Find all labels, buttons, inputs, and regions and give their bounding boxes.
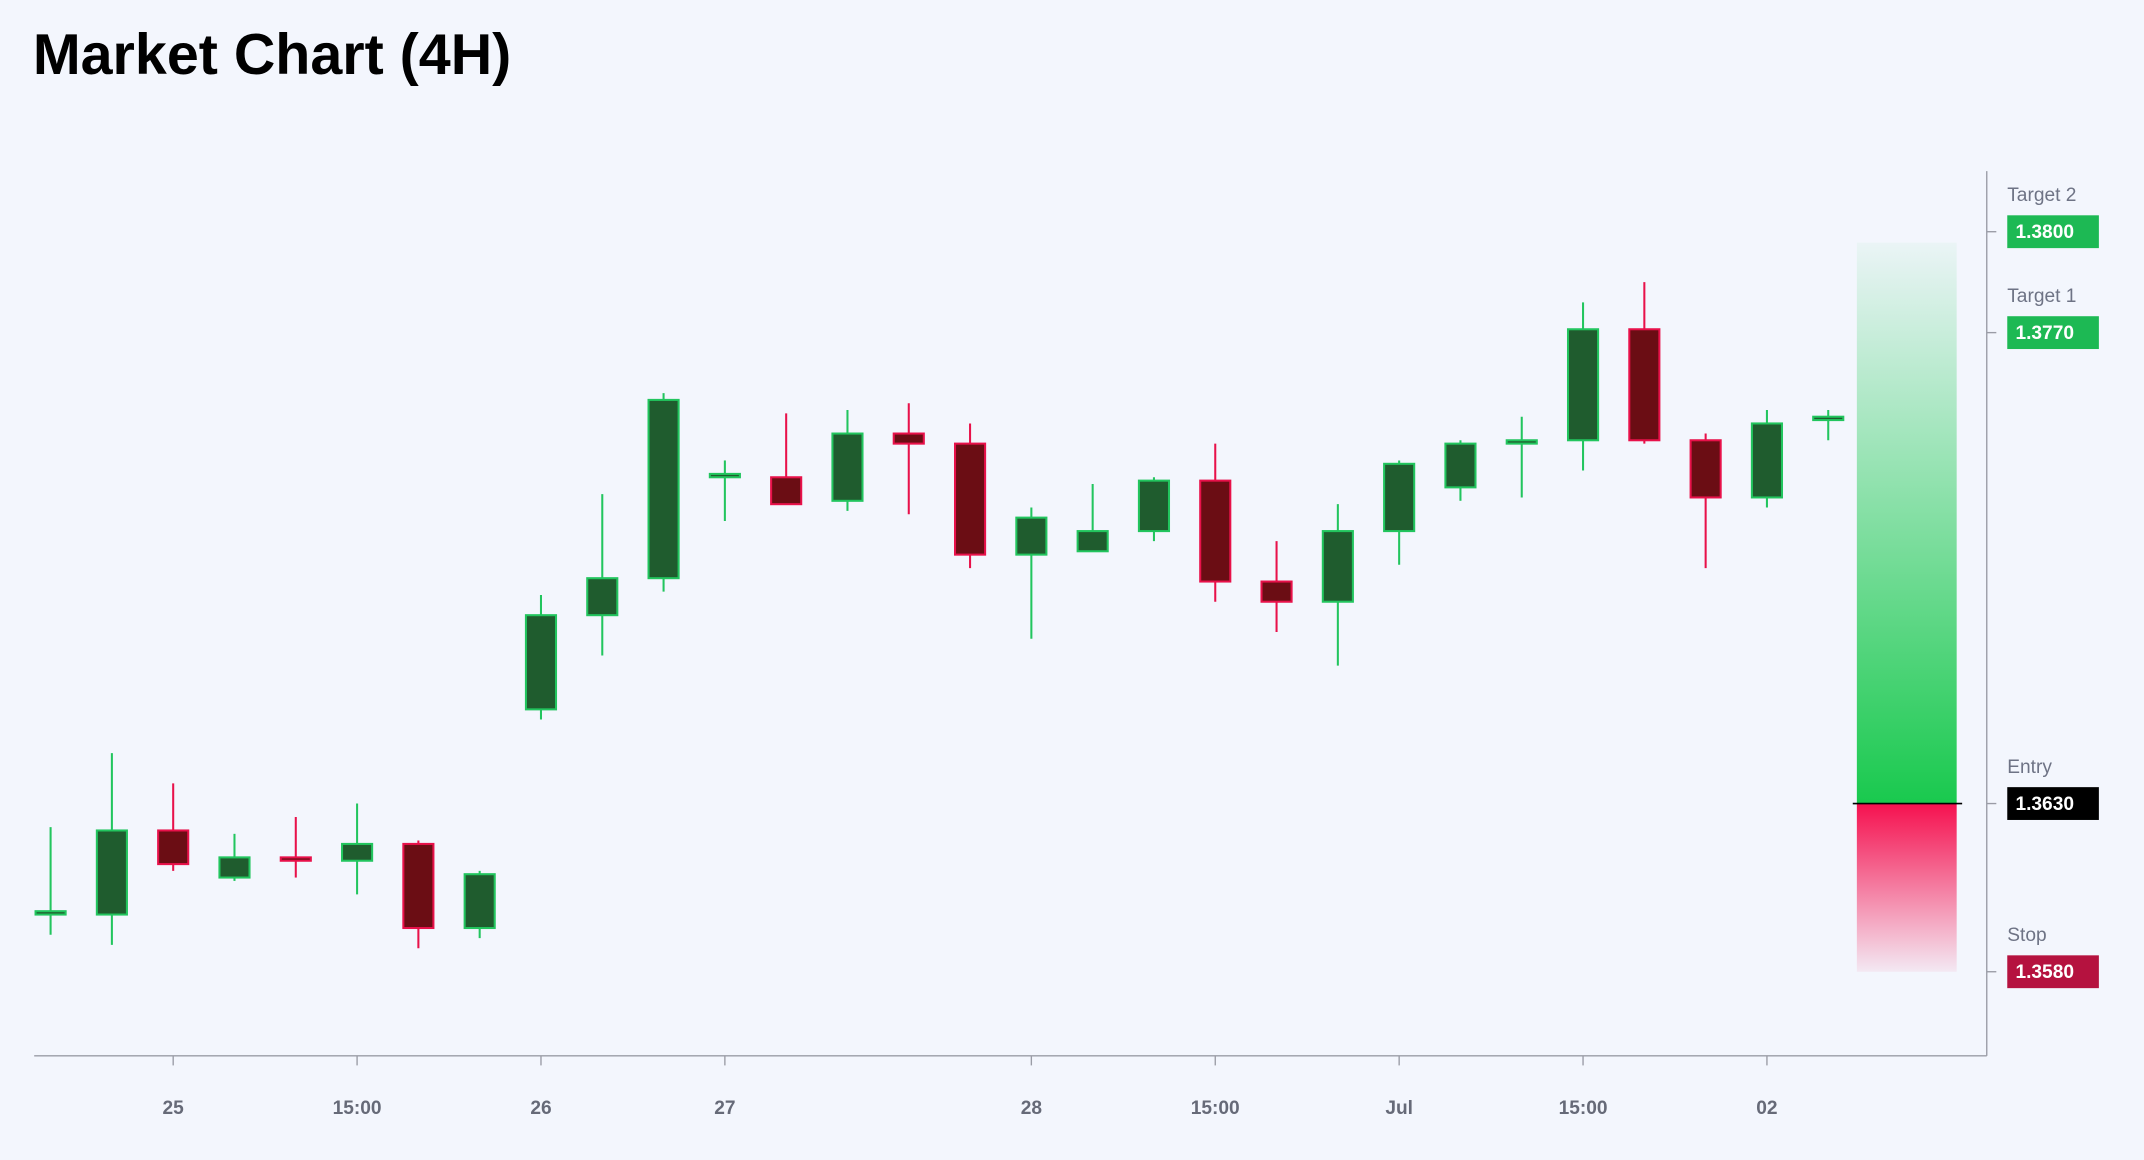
candle-body (402, 842, 435, 930)
candle-body (892, 432, 925, 445)
candle-body (831, 432, 864, 502)
candle-body (1812, 415, 1845, 422)
candle-body (1628, 328, 1661, 442)
candle-body (463, 873, 496, 930)
candle-body (1199, 479, 1232, 583)
candle-body (770, 476, 803, 506)
candle-body (1505, 439, 1538, 445)
x-tick-label: 26 (530, 1098, 551, 1119)
candle-body (1566, 328, 1600, 442)
level-name: Target 2 (2007, 185, 2076, 206)
candle-body (708, 472, 741, 479)
level-name: Entry (2007, 757, 2052, 778)
level-badge (2007, 955, 2099, 989)
candle-body (524, 614, 558, 711)
candle-body (157, 829, 190, 866)
candle-body (1321, 530, 1354, 603)
candle-body (1015, 516, 1048, 556)
x-tick-label: 02 (1756, 1098, 1777, 1119)
candle-body (1750, 422, 1784, 499)
level-value: 1.3770 (2015, 323, 2073, 344)
x-tick-label: Jul (1385, 1098, 1413, 1119)
level-badge (2007, 215, 2099, 249)
candle-body (1444, 442, 1477, 489)
candle-body (953, 442, 987, 556)
level-name: Stop (2007, 925, 2046, 946)
x-tick-label: 27 (714, 1098, 735, 1119)
level-value: 1.3630 (2015, 794, 2073, 815)
profit-zone (1856, 242, 1957, 804)
candle-body (1137, 479, 1171, 533)
candle-body (1383, 462, 1416, 533)
candle-body (341, 842, 374, 862)
x-tick-label: 15:00 (1191, 1098, 1240, 1119)
chart-title: Market Chart (4H) (33, 23, 511, 87)
level-badge (2007, 787, 2099, 820)
x-tick-label: 15:00 (333, 1098, 382, 1119)
candle-body (647, 398, 680, 580)
candle-body (1260, 580, 1293, 603)
level-value: 1.3800 (2015, 222, 2073, 243)
level-name: Target 1 (2007, 286, 2076, 307)
loss-zone (1856, 803, 1957, 972)
candle-body (279, 856, 312, 862)
candle-body (586, 577, 619, 617)
candle-body (1076, 530, 1109, 553)
level-value: 1.3580 (2015, 962, 2073, 983)
x-tick-label: 15:00 (1559, 1098, 1608, 1119)
x-tick-label: 25 (163, 1098, 185, 1119)
candle-body (218, 856, 251, 879)
candle-body (34, 910, 67, 916)
candle-body (95, 829, 128, 916)
x-tick-label: 28 (1021, 1098, 1043, 1119)
candle-body (1689, 439, 1722, 499)
level-badge (2007, 316, 2099, 350)
